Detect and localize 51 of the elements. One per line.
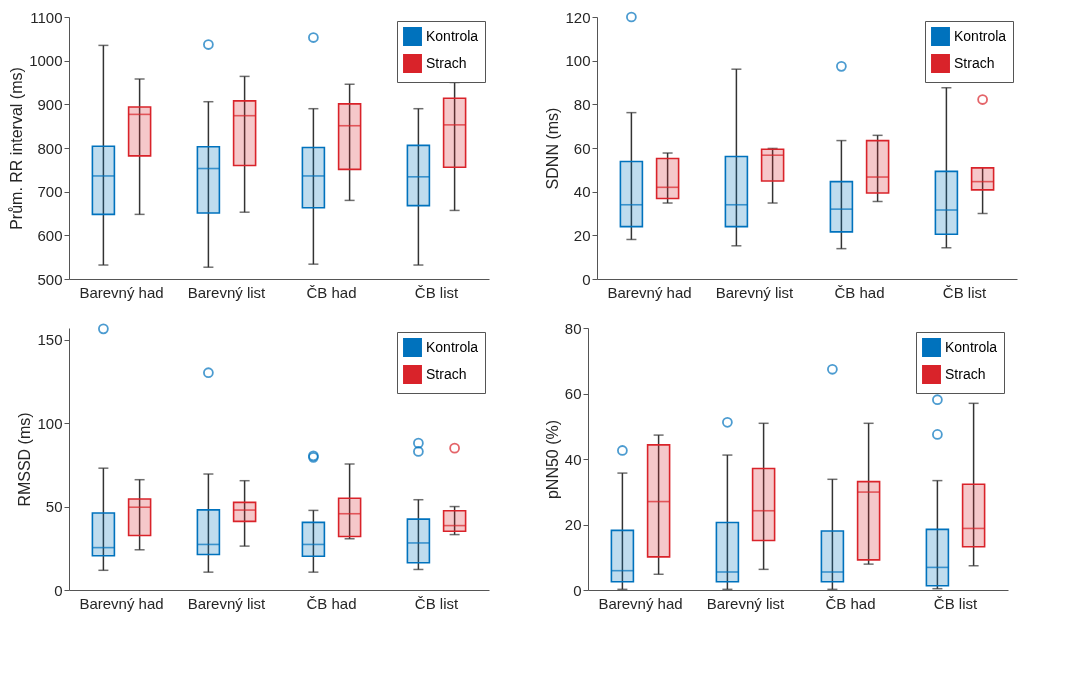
y-tick-label: 500 <box>37 270 63 288</box>
legend-label: Strach <box>954 54 995 71</box>
y-tick-label: 100 <box>37 414 63 432</box>
x-tick-label: ČB list <box>933 594 978 612</box>
x-tick-label: Barevný had <box>79 283 164 301</box>
x-tick-label: ČB had <box>834 283 885 301</box>
x-tick-label: ČB had <box>306 594 357 612</box>
y-tick-label: 600 <box>37 226 63 244</box>
y-tick-label: 0 <box>582 270 591 288</box>
y-tick-label: 0 <box>573 581 582 599</box>
y-tick-label: 150 <box>37 331 63 349</box>
legend-label: Strach <box>426 365 467 382</box>
legend-label: Kontrola <box>945 338 998 355</box>
y-tick-label: 60 <box>573 139 591 157</box>
legend-label: Kontrola <box>954 27 1007 44</box>
legend-label: Kontrola <box>426 338 479 355</box>
y-tick-label: 120 <box>565 8 591 26</box>
y-tick-label: 20 <box>564 516 582 533</box>
y-tick-label: 800 <box>37 139 63 157</box>
x-tick-label: Barevný list <box>187 283 267 301</box>
x-tick-label: ČB list <box>414 283 459 301</box>
x-tick-label: Barevný list <box>715 283 795 301</box>
y-tick-label: 50 <box>45 498 63 516</box>
y-tick-label: 80 <box>564 319 582 337</box>
y-tick-label: 1000 <box>29 52 63 70</box>
y-tick-label: 80 <box>573 95 591 113</box>
legend-label: Kontrola <box>426 27 479 44</box>
y-axis-title: Prům. RR interval (ms) <box>8 67 26 230</box>
y-tick-label: 900 <box>37 95 63 113</box>
y-tick-label: 20 <box>573 226 591 244</box>
y-axis-title: RMSSD (ms) <box>16 412 34 507</box>
x-tick-label: Barevný list <box>706 594 786 612</box>
y-tick-label: 700 <box>37 183 63 201</box>
legend-label: Strach <box>945 365 986 382</box>
x-tick-label: ČB had <box>825 594 876 612</box>
x-tick-label: Barevný had <box>598 594 683 612</box>
y-axis-title: SDNN (ms) <box>544 107 562 190</box>
y-tick-label: 100 <box>565 52 591 70</box>
x-tick-label: ČB had <box>306 283 357 301</box>
y-axis-title: pNN50 (%) <box>543 419 561 500</box>
y-tick-label: 40 <box>564 450 582 468</box>
x-tick-label: Barevný had <box>79 594 164 612</box>
y-tick-label: 40 <box>573 183 591 201</box>
x-tick-label: Barevný had <box>607 283 692 301</box>
y-tick-label: 1100 <box>30 8 63 26</box>
x-tick-label: ČB list <box>414 594 459 612</box>
x-tick-label: ČB list <box>942 283 987 301</box>
legend-label: Strach <box>426 54 467 71</box>
y-tick-label: 60 <box>564 385 582 402</box>
y-tick-label: 0 <box>54 581 63 599</box>
x-tick-label: Barevný list <box>187 594 267 612</box>
